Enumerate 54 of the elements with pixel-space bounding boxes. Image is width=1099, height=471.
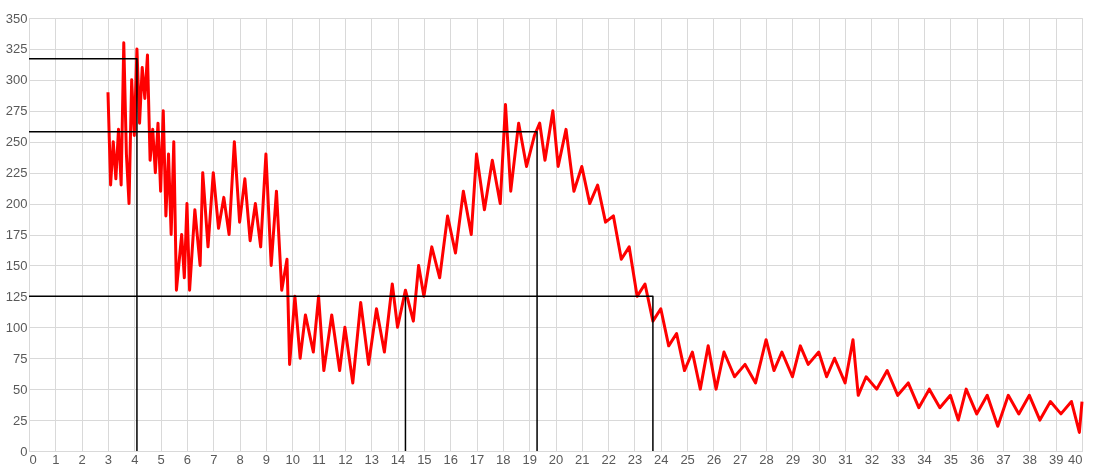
x-tick-label: 1 xyxy=(52,451,60,467)
x-tick-label: 5 xyxy=(157,451,165,467)
x-tick-label: 13 xyxy=(364,451,379,467)
x-tick-label: 12 xyxy=(338,451,353,467)
x-tick-label: 17 xyxy=(469,451,485,467)
x-tick-label: 25 xyxy=(680,451,695,467)
x-tick-label: 32 xyxy=(864,451,880,467)
y-tick-label: 150 xyxy=(5,257,28,273)
x-tick-label: 39 xyxy=(1048,451,1064,467)
y-tick-label: 200 xyxy=(5,196,28,212)
y-tick-label: 75 xyxy=(13,350,28,366)
x-tick-label: 40 xyxy=(1068,451,1083,467)
x-tick-label: 7 xyxy=(210,451,218,467)
x-tick-label: 19 xyxy=(522,451,537,467)
x-tick-label: 20 xyxy=(548,451,564,467)
x-tick-label: 14 xyxy=(390,451,406,467)
x-tick-label: 16 xyxy=(443,451,458,467)
x-tick-label: 6 xyxy=(183,451,192,467)
x-tick-label: 29 xyxy=(785,451,801,467)
x-tick-label: 38 xyxy=(1022,451,1038,467)
y-tick-label: 50 xyxy=(13,381,28,397)
x-tick-label: 3 xyxy=(104,451,113,467)
x-tick-label: 23 xyxy=(627,451,643,467)
x-tick-label: 2 xyxy=(78,451,86,467)
y-tick-label: 275 xyxy=(5,103,28,119)
x-tick-label: 28 xyxy=(759,451,774,467)
x-tick-label: 26 xyxy=(706,451,722,467)
x-tick-label: 34 xyxy=(917,451,932,467)
x-tick-label: 27 xyxy=(733,451,748,467)
x-tick-label: 36 xyxy=(969,451,985,467)
x-tick-label: 18 xyxy=(496,451,511,467)
y-tick-label: 300 xyxy=(5,72,28,88)
y-tick-label: 100 xyxy=(5,319,28,335)
x-tick-label: 22 xyxy=(601,451,616,467)
y-tick-label: 125 xyxy=(5,288,28,304)
x-tick-label: 4 xyxy=(131,451,139,467)
y-tick-label: 175 xyxy=(5,227,28,242)
x-tick-label: 8 xyxy=(236,451,244,467)
x-tick-label: 9 xyxy=(262,451,271,467)
x-tick-label: 10 xyxy=(285,451,300,467)
y-tick-label: 325 xyxy=(5,41,28,57)
y-tick-label: 350 xyxy=(5,10,28,26)
x-tick-label: 37 xyxy=(996,451,1011,467)
x-tick-label: 31 xyxy=(838,451,853,467)
x-tick-label: 30 xyxy=(812,451,827,467)
y-tick-label: 25 xyxy=(13,412,28,428)
y-tick-label: 250 xyxy=(5,134,28,150)
y-tick-label: 225 xyxy=(5,165,28,181)
x-tick-label: 21 xyxy=(575,451,590,467)
x-tick-label: 15 xyxy=(417,451,432,467)
x-tick-label: 33 xyxy=(890,451,906,467)
x-tick-label: 11 xyxy=(312,451,326,467)
x-tick-label: 35 xyxy=(943,451,959,467)
x-tick-label: 24 xyxy=(654,451,669,467)
